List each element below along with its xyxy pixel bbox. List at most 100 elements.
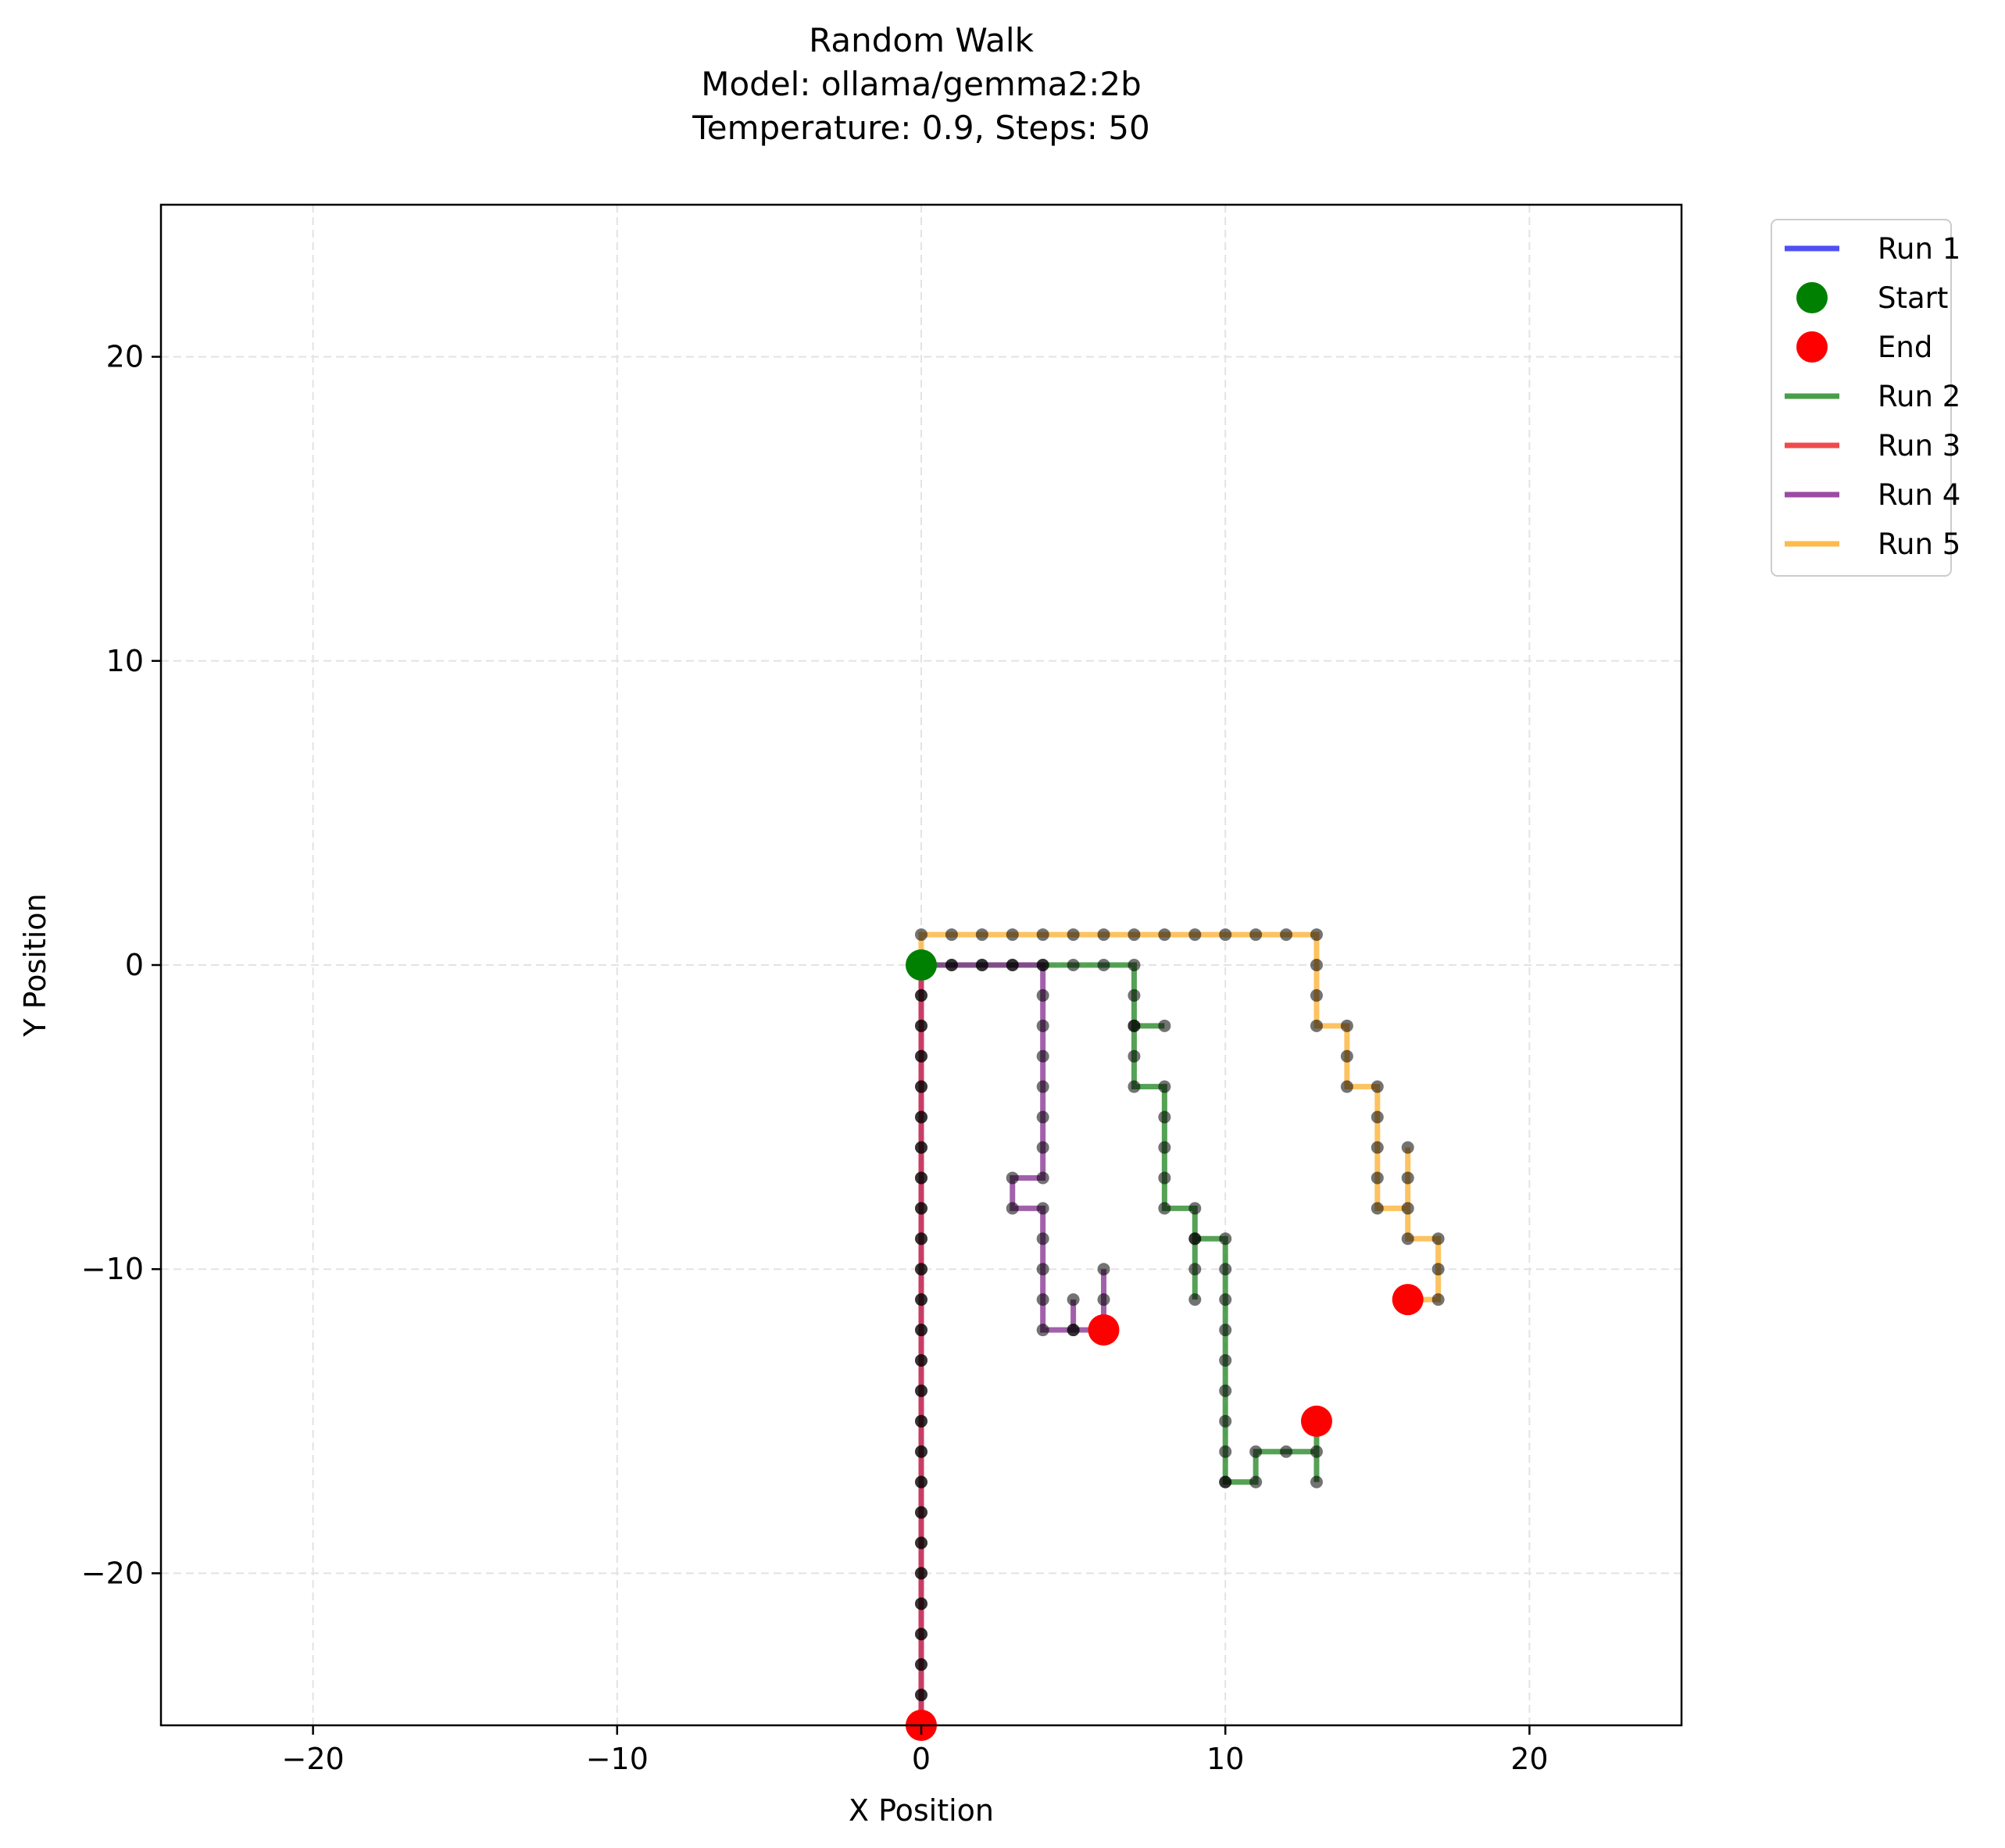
series-line-run-4 bbox=[921, 962, 1107, 1333]
step-point-run-5 bbox=[1036, 928, 1049, 942]
marker-layer bbox=[906, 949, 1424, 1741]
step-point-run-2 bbox=[1158, 1110, 1171, 1124]
step-point-run-5 bbox=[1401, 1171, 1414, 1185]
legend-label: Run 5 bbox=[1878, 527, 1960, 561]
step-point-run-5 bbox=[1128, 928, 1141, 942]
step-point-run-3 bbox=[915, 1475, 927, 1489]
step-point-run-5 bbox=[1310, 988, 1323, 1002]
step-point-run-3 bbox=[915, 1080, 927, 1093]
step-point-run-2 bbox=[1128, 959, 1141, 971]
legend-label: Run 2 bbox=[1878, 380, 1960, 413]
step-point-run-5 bbox=[1401, 1141, 1414, 1154]
step-point-run-2 bbox=[1219, 1324, 1232, 1337]
step-point-run-2 bbox=[1188, 1202, 1202, 1215]
y-axis-label: Y Position bbox=[18, 893, 52, 1037]
step-point-run-4 bbox=[975, 959, 988, 971]
y-tick-label: 0 bbox=[125, 948, 144, 982]
end-marker bbox=[1392, 1284, 1424, 1316]
end-marker bbox=[1300, 1405, 1332, 1437]
end-marker bbox=[1088, 1314, 1120, 1346]
step-point-run-2 bbox=[1128, 988, 1141, 1002]
step-point-run-3 bbox=[915, 1110, 927, 1124]
step-point-run-5 bbox=[1340, 1080, 1353, 1093]
step-point-run-2 bbox=[1067, 959, 1080, 971]
step-point-run-2 bbox=[1158, 1171, 1171, 1185]
step-point-run-2 bbox=[1128, 1049, 1141, 1063]
step-point-run-2 bbox=[1158, 1141, 1171, 1154]
step-point-run-2 bbox=[1219, 1475, 1232, 1489]
step-point-run-2 bbox=[1219, 1445, 1232, 1458]
step-point-run-4 bbox=[1036, 1293, 1049, 1306]
step-point-run-5 bbox=[1310, 959, 1323, 971]
step-point-run-2 bbox=[1188, 1293, 1202, 1306]
series-line-run-5 bbox=[918, 931, 1442, 1303]
step-point-run-4 bbox=[1036, 1019, 1049, 1032]
step-point-run-5 bbox=[1097, 928, 1110, 942]
step-point-run-4 bbox=[1006, 1202, 1019, 1215]
step-point-run-5 bbox=[1310, 928, 1323, 942]
step-point-run-5 bbox=[1219, 928, 1232, 942]
step-point-run-4 bbox=[1036, 1232, 1049, 1246]
step-point-run-4 bbox=[1067, 1324, 1080, 1337]
step-point-run-4 bbox=[1036, 1202, 1049, 1215]
x-tick-label: −10 bbox=[586, 1742, 649, 1776]
step-point-run-5 bbox=[1006, 928, 1019, 942]
step-point-run-2 bbox=[1128, 1080, 1141, 1093]
step-point-run-3 bbox=[915, 1171, 927, 1185]
step-point-run-5 bbox=[915, 928, 927, 942]
step-point-run-4 bbox=[1036, 1049, 1049, 1063]
axis-ticks: −20 −10 0 10 20 −20 −10 0 10 20 bbox=[81, 340, 1549, 1776]
step-point-run-3 bbox=[915, 1414, 927, 1428]
step-point-run-5 bbox=[1249, 928, 1263, 942]
step-point-run-3 bbox=[915, 1049, 927, 1063]
step-point-run-4 bbox=[1097, 1293, 1110, 1306]
step-point-run-2 bbox=[1249, 1475, 1263, 1489]
x-tick-label: 10 bbox=[1206, 1742, 1244, 1776]
step-point-run-3 bbox=[915, 988, 927, 1002]
x-tick-label: −20 bbox=[281, 1742, 344, 1776]
step-point-run-3 bbox=[915, 1019, 927, 1032]
step-point-run-5 bbox=[1067, 928, 1080, 942]
x-tick-label: 20 bbox=[1510, 1742, 1548, 1776]
step-point-run-5 bbox=[1280, 928, 1293, 942]
step-point-run-2 bbox=[1249, 1445, 1263, 1458]
step-point-run-3 bbox=[915, 1506, 927, 1519]
step-point-run-5 bbox=[1371, 1080, 1384, 1093]
step-point-run-2 bbox=[1219, 1232, 1232, 1246]
step-point-run-2 bbox=[1310, 1445, 1323, 1458]
y-tick-label: 10 bbox=[106, 644, 144, 678]
legend-label: Run 3 bbox=[1878, 429, 1960, 463]
x-axis-label: X Position bbox=[849, 1793, 994, 1828]
step-point-run-4 bbox=[1067, 1293, 1080, 1306]
step-point-run-5 bbox=[1371, 1202, 1384, 1215]
step-point-run-4 bbox=[1036, 1110, 1049, 1124]
start-marker bbox=[906, 949, 937, 981]
step-point-run-4 bbox=[1036, 1080, 1049, 1093]
title-line-3: Temperature: 0.9, Steps: 50 bbox=[692, 109, 1150, 147]
legend-label: Run 4 bbox=[1878, 478, 1960, 512]
step-point-run-2 bbox=[1188, 1232, 1202, 1246]
step-point-run-5 bbox=[1371, 1141, 1384, 1154]
step-point-run-4 bbox=[1036, 1171, 1049, 1185]
step-point-run-5 bbox=[1371, 1171, 1384, 1185]
step-point-run-4 bbox=[945, 959, 958, 971]
y-tick-label: −10 bbox=[81, 1252, 144, 1286]
step-point-run-5 bbox=[1431, 1293, 1445, 1306]
step-point-run-5 bbox=[945, 928, 958, 942]
y-tick-label: 20 bbox=[106, 340, 144, 374]
legend-swatch-marker bbox=[1796, 282, 1828, 313]
step-point-run-4 bbox=[1036, 988, 1049, 1002]
step-point-run-5 bbox=[1401, 1202, 1414, 1215]
step-point-run-3 bbox=[915, 1232, 927, 1246]
step-point-run-2 bbox=[1280, 1445, 1293, 1458]
step-point-run-5 bbox=[1340, 1049, 1353, 1063]
step-point-run-4 bbox=[1097, 1263, 1110, 1276]
step-point-run-4 bbox=[1036, 1263, 1049, 1276]
step-point-run-3 bbox=[915, 1384, 927, 1397]
step-point-run-3 bbox=[915, 1628, 927, 1641]
step-point-run-3 bbox=[915, 1658, 927, 1671]
series-layer bbox=[915, 928, 1445, 1725]
legend: Run 1 Start End Run 2 Run 3 Run 4 Run 5 bbox=[1771, 219, 1960, 577]
step-point-run-5 bbox=[1431, 1232, 1445, 1246]
step-point-run-3 bbox=[915, 1567, 927, 1580]
